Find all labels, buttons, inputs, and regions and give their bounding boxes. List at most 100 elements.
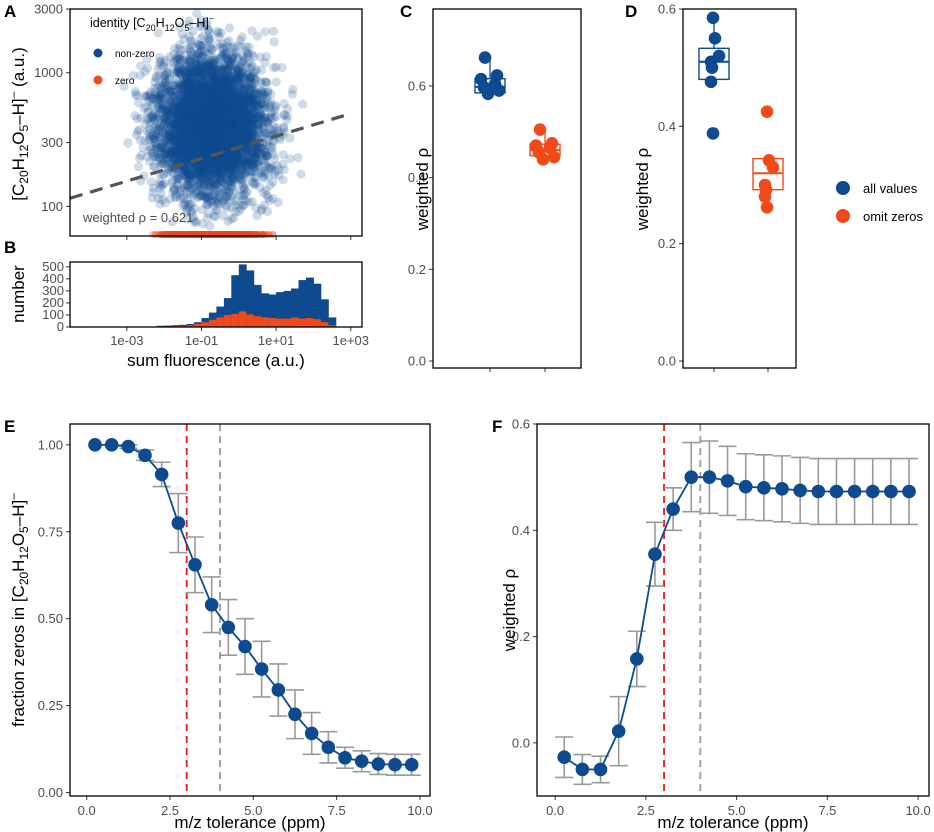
scatter-point-nonzero bbox=[213, 100, 223, 110]
scatter-point-nonzero bbox=[197, 160, 207, 170]
scatter-point-nonzero bbox=[234, 134, 244, 144]
scatter-point-nonzero bbox=[195, 89, 205, 99]
scatter-point-nonzero bbox=[205, 121, 215, 131]
scatter-point-nonzero bbox=[203, 68, 213, 78]
scatter-point-nonzero bbox=[182, 113, 192, 123]
scatter-point-nonzero bbox=[249, 122, 259, 132]
scatter-point-nonzero bbox=[221, 203, 231, 213]
scatter-point-nonzero bbox=[268, 26, 278, 36]
scatter-point-nonzero bbox=[151, 130, 162, 140]
scatter-point-nonzero bbox=[201, 90, 212, 100]
scatter-point-nonzero bbox=[231, 155, 242, 165]
scatter-point-nonzero bbox=[152, 125, 162, 135]
scatter-point-nonzero bbox=[205, 135, 215, 145]
scatter-point-nonzero bbox=[212, 133, 222, 143]
scatter-point-nonzero bbox=[163, 128, 173, 138]
scatter-point-nonzero bbox=[217, 87, 227, 97]
scatter-point-nonzero bbox=[177, 83, 187, 93]
scatter-point-nonzero bbox=[182, 139, 192, 150]
scatter-point-nonzero bbox=[193, 136, 203, 146]
scatter-point-nonzero bbox=[175, 57, 185, 67]
scatter-point-nonzero bbox=[193, 82, 203, 92]
scatter-point-nonzero bbox=[211, 165, 221, 175]
scatter-point-nonzero bbox=[230, 130, 240, 140]
scatter-point-nonzero bbox=[202, 144, 212, 155]
scatter-point-nonzero bbox=[164, 105, 174, 115]
scatter-point-nonzero bbox=[273, 197, 283, 208]
scatter-point-nonzero bbox=[186, 146, 196, 156]
scatter-point-nonzero bbox=[252, 95, 262, 105]
scatter-point-nonzero bbox=[150, 152, 160, 162]
scatter-point-nonzero bbox=[227, 157, 237, 167]
scatter-point-nonzero bbox=[161, 136, 171, 146]
scatter-point-nonzero bbox=[224, 23, 235, 33]
scatter-point-nonzero bbox=[205, 82, 215, 92]
scatter-point-nonzero bbox=[186, 109, 197, 119]
scatter-point-nonzero bbox=[189, 100, 199, 110]
scatter-point-nonzero bbox=[167, 118, 177, 128]
scatter-point-nonzero bbox=[192, 74, 203, 84]
scatter-point-nonzero bbox=[181, 158, 191, 168]
scatter-point-nonzero bbox=[149, 183, 159, 193]
scatter-point-nonzero bbox=[181, 66, 191, 76]
scatter-point-nonzero bbox=[279, 99, 289, 109]
scatter-point-nonzero bbox=[200, 19, 210, 29]
scatter-point-nonzero bbox=[233, 40, 243, 50]
scatter-point-nonzero bbox=[239, 115, 249, 125]
scatter-point-nonzero bbox=[195, 103, 205, 113]
scatter-point-nonzero bbox=[192, 114, 202, 124]
scatter-point-nonzero bbox=[189, 53, 199, 64]
scatter-point-nonzero bbox=[204, 122, 214, 132]
scatter-point-nonzero bbox=[233, 120, 243, 130]
scatter-point-nonzero bbox=[250, 148, 260, 158]
scatter-point-nonzero bbox=[252, 144, 262, 154]
scatter-point-nonzero bbox=[225, 114, 235, 124]
scatter-point-nonzero bbox=[172, 147, 182, 158]
scatter-point-nonzero bbox=[226, 125, 236, 135]
scatter-point-nonzero bbox=[196, 81, 207, 91]
scatter-point-nonzero bbox=[200, 106, 210, 116]
scatter-point-nonzero bbox=[259, 158, 269, 168]
scatter-point-nonzero bbox=[246, 127, 257, 137]
scatter-point-nonzero bbox=[132, 91, 142, 101]
scatter-point-nonzero bbox=[245, 73, 255, 83]
scatter-point-nonzero bbox=[200, 166, 211, 176]
scatter-point-nonzero bbox=[231, 153, 241, 163]
scatter-point-nonzero bbox=[183, 154, 193, 164]
scatter-point-nonzero bbox=[195, 127, 205, 137]
scatter-point-nonzero bbox=[221, 142, 231, 152]
scatter-point-nonzero bbox=[180, 113, 190, 123]
scatter-point-nonzero bbox=[198, 130, 208, 140]
scatter-point-nonzero bbox=[195, 179, 205, 189]
scatter-point-nonzero bbox=[245, 113, 255, 123]
scatter-point-nonzero bbox=[213, 119, 223, 129]
scatter-point-nonzero bbox=[264, 102, 274, 112]
scatter-point-nonzero bbox=[168, 136, 178, 147]
scatter-point-nonzero bbox=[212, 129, 222, 139]
scatter-point-nonzero bbox=[189, 94, 199, 104]
scatter-point-nonzero bbox=[182, 90, 192, 100]
scatter-point-nonzero bbox=[159, 106, 170, 116]
scatter-point-nonzero bbox=[213, 118, 223, 128]
scatter-point-nonzero bbox=[239, 159, 249, 169]
scatter-point-nonzero bbox=[177, 109, 187, 119]
scatter-point-nonzero bbox=[237, 111, 247, 121]
scatter-point-nonzero bbox=[198, 219, 208, 229]
scatter-point-nonzero bbox=[162, 107, 172, 117]
scatter-point-nonzero bbox=[256, 98, 266, 108]
scatter-point-nonzero bbox=[252, 100, 262, 110]
scatter-point-nonzero bbox=[234, 153, 244, 163]
scatter-point-nonzero bbox=[178, 96, 188, 106]
scatter-point-nonzero bbox=[160, 70, 170, 80]
scatter-point-nonzero bbox=[247, 131, 257, 141]
scatter-point-nonzero bbox=[187, 92, 197, 102]
scatter-point-nonzero bbox=[189, 68, 199, 78]
scatter-point-nonzero bbox=[176, 124, 186, 134]
scatter-point-nonzero bbox=[182, 123, 192, 133]
scatter-point-nonzero bbox=[201, 159, 211, 169]
scatter-point-nonzero bbox=[183, 75, 193, 85]
scatter-point-nonzero bbox=[250, 109, 260, 120]
scatter-point-nonzero bbox=[200, 106, 210, 116]
scatter-point-nonzero bbox=[197, 164, 207, 175]
scatter-point-nonzero bbox=[212, 155, 222, 166]
